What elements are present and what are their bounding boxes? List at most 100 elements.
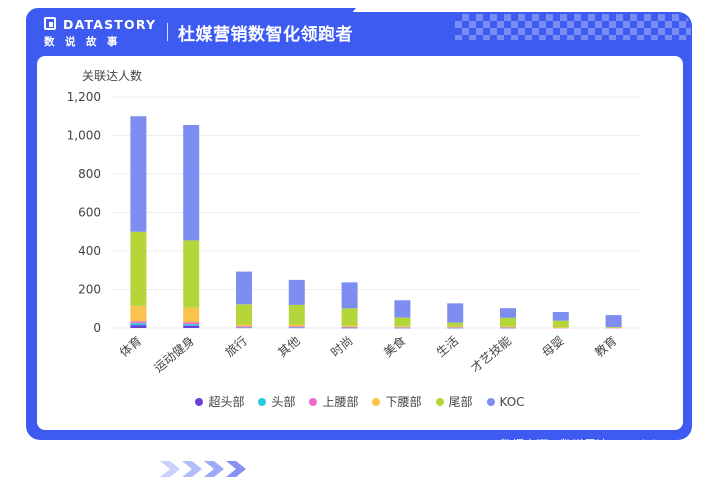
y-tick-label: 200 [78,283,101,297]
x-tick-label: 时尚 [328,334,355,360]
page-title: 杜媒营销数智化领跑者 [178,25,353,45]
bar-segment [552,327,569,328]
legend-label: KOC [499,394,525,409]
x-tick-label: 美食 [380,333,408,360]
bar-segment [500,308,516,318]
bar-segment [183,325,200,328]
x-tick-label: 才艺技能 [468,334,514,376]
bar-segment [236,327,252,328]
decorative-arrows-icon [160,461,246,477]
legend-label: 超头部 [208,395,245,409]
legend-label: 上腰部 [322,395,359,409]
bar-segment [183,307,200,323]
x-tick-label: 其他 [275,334,302,360]
bar-segment [236,324,252,327]
date-range: 2022.08.05-2024.08.05 [536,454,678,468]
bar-segment [394,327,411,328]
legend-item: KOC [486,393,525,410]
bar-segment [447,326,464,328]
y-tick-label: 0 [93,321,101,335]
bar-segment [341,282,358,309]
x-tick-label: 体育 [116,333,144,360]
bar-segment [130,321,147,324]
legend-label: 尾部 [448,395,473,409]
bar-segment [394,317,411,327]
bar-segment [500,327,516,329]
bar-segment [605,327,622,328]
bar-segment [341,327,358,329]
bar-segment [552,320,569,328]
x-tick-label: 旅行 [223,334,250,360]
legend-swatch [309,397,318,406]
bar-segment [605,315,622,328]
legend-swatch [435,397,444,406]
legend-swatch [486,397,495,406]
x-tick-label: 运动健身 [151,333,197,375]
bar-segment [605,327,622,329]
bar-segment [183,324,200,326]
bar-segment [447,303,464,323]
bar-segment [394,326,411,328]
bar-segment [130,305,147,322]
bar-segment [447,327,464,329]
bar-segment [341,325,358,328]
bar-segment [183,124,200,241]
bar-segment [130,325,147,328]
bar-segment [130,116,147,232]
bar-segment [130,323,147,326]
logo-subtitle: 数说故事 [44,36,128,48]
bar-segment [288,327,305,329]
y-tick-label: 600 [78,206,101,220]
x-tick-label: 生活 [434,334,461,360]
bar-segment [288,327,305,328]
bar-segment [447,322,464,327]
legend-item: 尾部 [435,393,473,410]
bar-segment [394,300,411,318]
logo-mark-icon [44,17,56,30]
bar-segment [341,327,358,328]
x-tick-label: 母婴 [539,334,566,360]
bar-segment [236,271,252,305]
bar-segment [552,327,569,329]
header-divider [167,23,168,41]
legend-label: 下腰部 [385,395,422,409]
y-axis-label: 关联达人数 [82,68,142,83]
bar-segment [341,308,358,326]
bar-segment [288,279,305,305]
bar-segment [236,326,252,328]
data-source-label: 数据来源：数说雷达・SocialBox [500,438,678,452]
bar-segment [288,304,305,325]
bar-segment [183,240,200,308]
bar-segment [500,326,516,328]
bar-segment [394,327,411,329]
legend-item: 头部 [258,393,295,410]
chart-legend: 超头部 头部 上腰部 下腰部 尾部 KOC [0,393,720,410]
y-tick-label: 1,000 [67,129,101,143]
y-tick-label: 1,200 [67,90,101,104]
bar-segment [500,327,516,328]
legend-item: 下腰部 [372,393,422,410]
x-tick-label: 教育 [591,333,619,360]
decorative-checker-pattern [455,14,691,40]
bar-segment [288,324,305,327]
bar-segment [236,304,252,325]
y-tick-label: 400 [78,244,101,258]
bar-segment [552,312,569,321]
data-source: 数据来源：数说雷达・SocialBox 2022.08.05-2024.08.0… [500,437,678,469]
legend-swatch [258,397,267,406]
logo-word: DATASTORY [63,17,157,32]
datastory-logo: DATASTORY 数说故事 [44,17,164,48]
legend-item: 上腰部 [309,393,358,410]
bar-segment [500,317,516,327]
legend-item: 超头部 [195,393,244,410]
header-tab [26,8,356,56]
bar-segment [183,322,200,325]
legend-swatch [372,397,381,406]
bar-segment [447,327,464,328]
bar-segment [288,326,305,328]
legend-label: 头部 [271,395,296,409]
bar-segment [130,231,147,306]
y-tick-label: 800 [78,167,101,181]
bar-segment [236,327,252,329]
